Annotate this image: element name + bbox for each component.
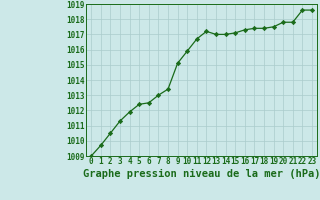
X-axis label: Graphe pression niveau de la mer (hPa): Graphe pression niveau de la mer (hPa)	[83, 169, 320, 179]
